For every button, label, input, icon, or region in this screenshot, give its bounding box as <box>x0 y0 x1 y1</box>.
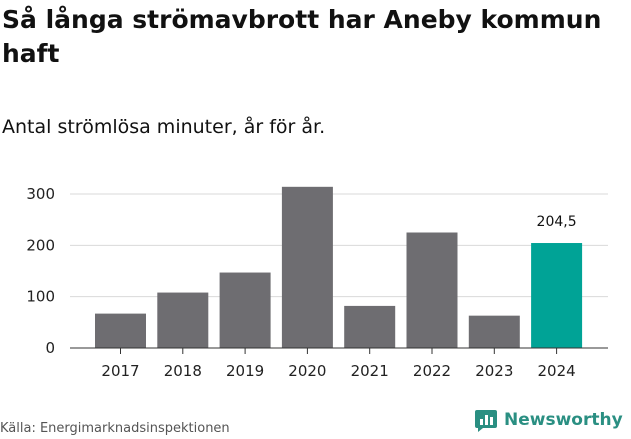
bar-2023 <box>468 315 520 348</box>
chart-subtitle: Antal strömlösa minuter, år för år. <box>2 116 326 138</box>
bar-2021 <box>344 305 396 348</box>
x-tick-label-2018: 2018 <box>164 362 202 380</box>
x-tick-label-2021: 2021 <box>351 362 389 380</box>
y-tick-label-0: 0 <box>45 339 55 357</box>
y-tick-label-100: 100 <box>26 288 55 306</box>
chart-title: Så långa strömavbrott har Aneby kommun h… <box>2 5 602 68</box>
source-note: Källa: Energimarknadsinspektionen <box>0 421 230 436</box>
bar-2017 <box>95 313 146 348</box>
bar-2024 <box>531 243 583 348</box>
brand-logo: Newsworthy <box>474 408 623 432</box>
newsworthy-logo-icon <box>475 410 497 432</box>
x-tick-label-2020: 2020 <box>288 362 326 380</box>
bar-chart: 0 100 200 300 2017 2018 2019 2020 2021 2022 2023 20… <box>26 185 608 380</box>
x-tick-label-2022: 2022 <box>413 362 451 380</box>
y-tick-label-200: 200 <box>26 236 55 254</box>
x-tick-label-2023: 2023 <box>475 362 513 380</box>
data-label-2024: 204,5 <box>537 214 577 230</box>
x-tick-label-2024: 2024 <box>538 362 576 380</box>
bar-2019 <box>219 272 271 348</box>
brand-name: Newsworthy <box>504 410 623 430</box>
x-tick-label-2019: 2019 <box>226 362 264 380</box>
x-tick-label-2017: 2017 <box>101 362 139 380</box>
y-tick-label-300: 300 <box>26 185 55 203</box>
bar-2022 <box>406 232 458 348</box>
bar-2018 <box>157 292 209 348</box>
bar-2020 <box>281 186 333 348</box>
